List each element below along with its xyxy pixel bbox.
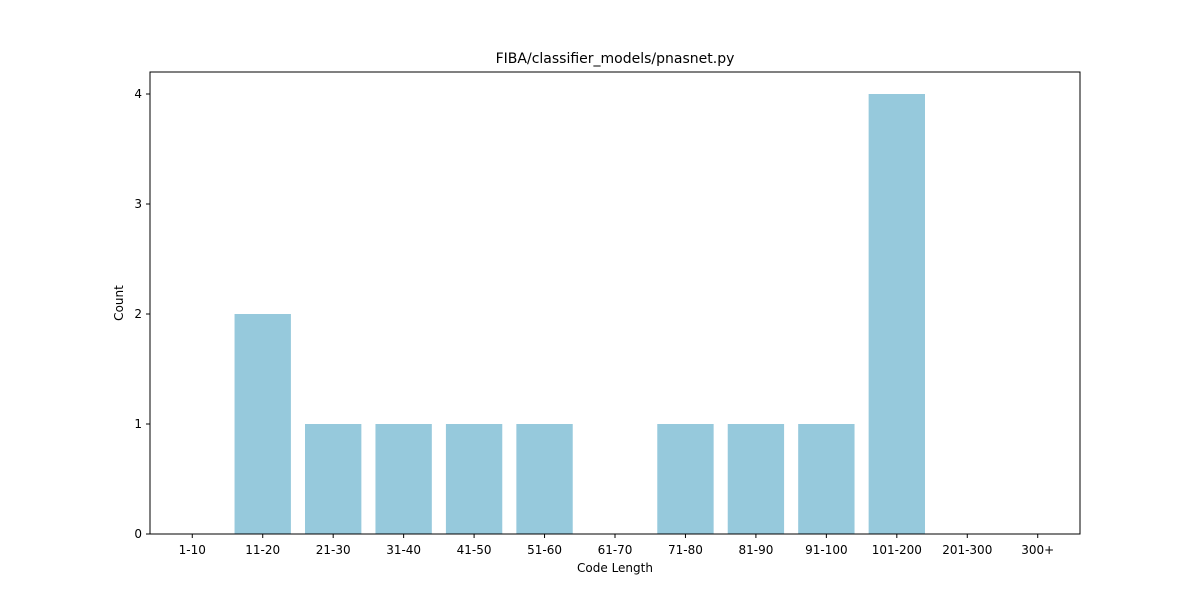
y-tick-label: 1 [134,417,142,431]
x-axis: 1-10 11-20 21-30 31-40 41-50 51-60 61-70 71-80 8… [179,534,1054,557]
x-axis-label: Code Length [577,561,653,575]
y-axis-label: Count [112,285,126,321]
x-tick-label: 11-20 [245,543,280,557]
bar-101-200 [868,94,925,534]
bar-21-30 [305,424,362,534]
x-tick-label: 91-100 [805,543,848,557]
bar-81-90 [727,424,785,534]
x-tick-label: 51-60 [527,543,562,557]
y-tick-label: 3 [134,197,142,211]
y-tick-label: 0 [134,527,142,541]
bar-41-50 [445,424,503,534]
bar-71-80 [657,424,714,534]
bar-51-60 [516,424,573,534]
x-tick-label: 1-10 [179,543,206,557]
x-tick-label: 201-300 [942,543,992,557]
bar-11-20 [234,314,291,534]
x-tick-label: 41-50 [457,543,492,557]
x-tick-label: 101-200 [872,543,922,557]
x-tick-label: 31-40 [386,543,421,557]
x-tick-label: 300+ [1021,543,1054,557]
bar-91-100 [798,424,855,534]
bars-group [234,94,925,534]
y-tick-label: 2 [134,307,142,321]
bar-31-40 [375,424,432,534]
x-tick-label: 71-80 [668,543,703,557]
x-tick-label: 81-90 [738,543,773,557]
chart-title: FIBA/classifier_models/pnasnet.py [496,51,735,67]
x-tick-label: 21-30 [316,543,351,557]
y-tick-label: 4 [134,87,142,101]
y-axis: 0 1 2 3 4 [134,87,150,541]
x-tick-label: 61-70 [598,543,633,557]
